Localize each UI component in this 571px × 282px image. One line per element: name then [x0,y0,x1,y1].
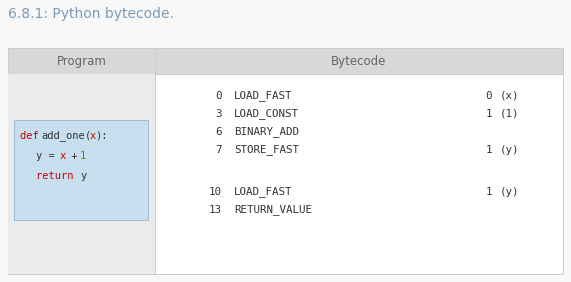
Text: BINARY_ADD: BINARY_ADD [234,127,299,137]
Text: 6.8.1: Python bytecode.: 6.8.1: Python bytecode. [8,7,174,21]
Text: add_one: add_one [41,131,85,142]
Text: 1: 1 [485,109,492,119]
Text: LOAD_CONST: LOAD_CONST [234,109,299,120]
Text: Bytecode: Bytecode [331,54,387,67]
Bar [8,48,563,74]
Text: 1: 1 [485,145,492,155]
Bar [8,74,155,274]
Bar [8,74,563,274]
Text: 1: 1 [80,151,86,161]
Bar [14,120,148,220]
Text: 6: 6 [215,127,222,137]
Text: LOAD_FAST: LOAD_FAST [234,187,292,197]
Text: LOAD_FAST: LOAD_FAST [234,91,292,102]
Text: (x): (x) [500,91,520,101]
Text: (: ( [85,131,91,141]
Text: 13: 13 [209,205,222,215]
Text: +: + [65,151,84,161]
Text: x: x [90,131,96,141]
Text: y =: y = [36,151,61,161]
Text: 7: 7 [215,145,222,155]
Text: 3: 3 [215,109,222,119]
Text: (y): (y) [500,187,520,197]
Text: y: y [80,171,86,181]
Text: STORE_FAST: STORE_FAST [234,145,299,155]
Text: return: return [36,171,80,181]
Text: 1: 1 [485,187,492,197]
Text: ):: ): [95,131,107,141]
Text: 0: 0 [485,91,492,101]
Text: (y): (y) [500,145,520,155]
Text: def: def [20,131,45,141]
Text: 0: 0 [215,91,222,101]
Text: (1): (1) [500,109,520,119]
Text: x: x [60,151,66,161]
Text: RETURN_VALUE: RETURN_VALUE [234,204,312,215]
Text: 10: 10 [209,187,222,197]
Text: Program: Program [57,54,106,67]
